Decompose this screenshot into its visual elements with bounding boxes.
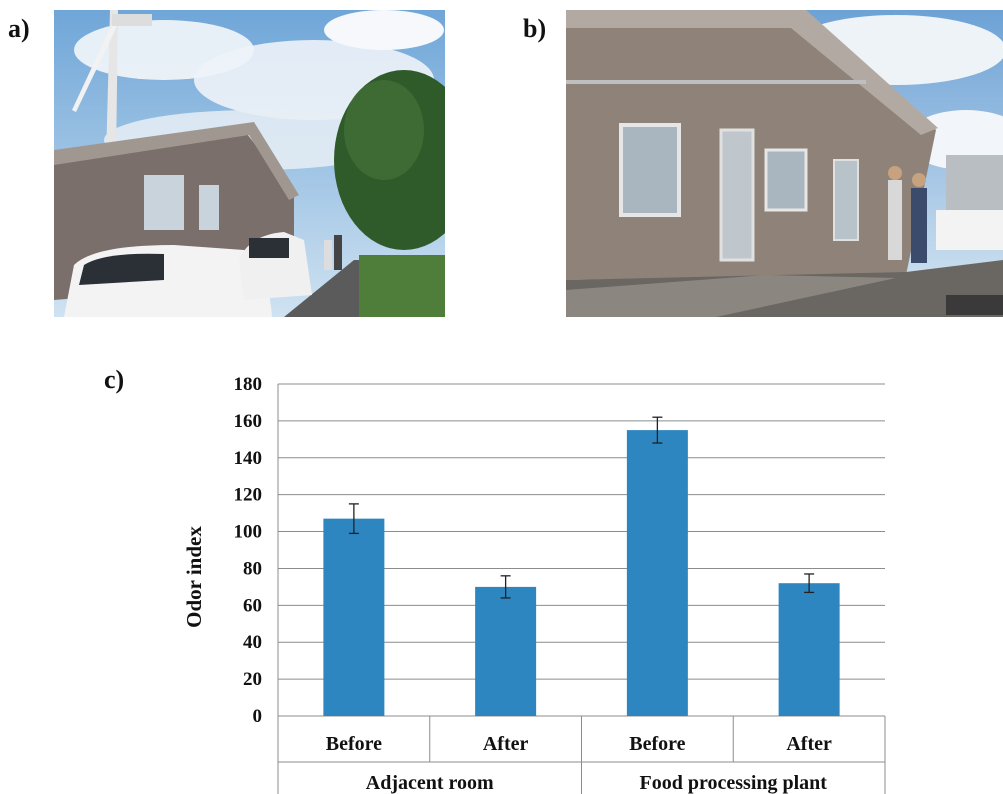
photo-b: [566, 10, 1003, 317]
y-tick-label: 120: [234, 485, 263, 506]
y-axis-label: Odor index: [182, 526, 206, 628]
bar: [626, 430, 688, 716]
photo-b-image: [566, 10, 1003, 317]
y-tick-label: 100: [234, 522, 263, 543]
x-tick-label: Before: [326, 733, 382, 755]
x-group-label: Adjacent room: [366, 772, 494, 794]
x-category-labels: Before After Before After Adjacent room Food …: [326, 733, 832, 794]
photo-a-image: [54, 10, 445, 317]
y-tick-label: 180: [234, 374, 263, 395]
error-bars: [348, 416, 815, 599]
bar: [475, 586, 537, 716]
y-tick-labels: 0 20 40 60 80 100 120 140 160 180: [234, 374, 263, 727]
y-tick-label: 0: [253, 706, 263, 727]
y-tick-label: 140: [234, 448, 263, 469]
x-tick-label: After: [483, 733, 529, 755]
x-tick-label: Before: [629, 733, 685, 755]
bar: [323, 518, 385, 716]
panel-label-b: b): [523, 14, 547, 43]
panel-label-a: a): [8, 14, 30, 43]
y-tick-label: 160: [234, 411, 263, 432]
photo-a: [54, 10, 445, 317]
bar: [778, 583, 840, 716]
x-tick-label: After: [786, 733, 832, 755]
y-tick-label: 80: [243, 558, 262, 579]
y-tick-label: 40: [243, 632, 262, 653]
x-group-label: Food processing plant: [640, 772, 828, 794]
y-tick-label: 60: [243, 595, 262, 616]
bars: [323, 430, 840, 716]
panel-label-c: c): [104, 365, 125, 394]
y-tick-label: 20: [243, 669, 262, 690]
